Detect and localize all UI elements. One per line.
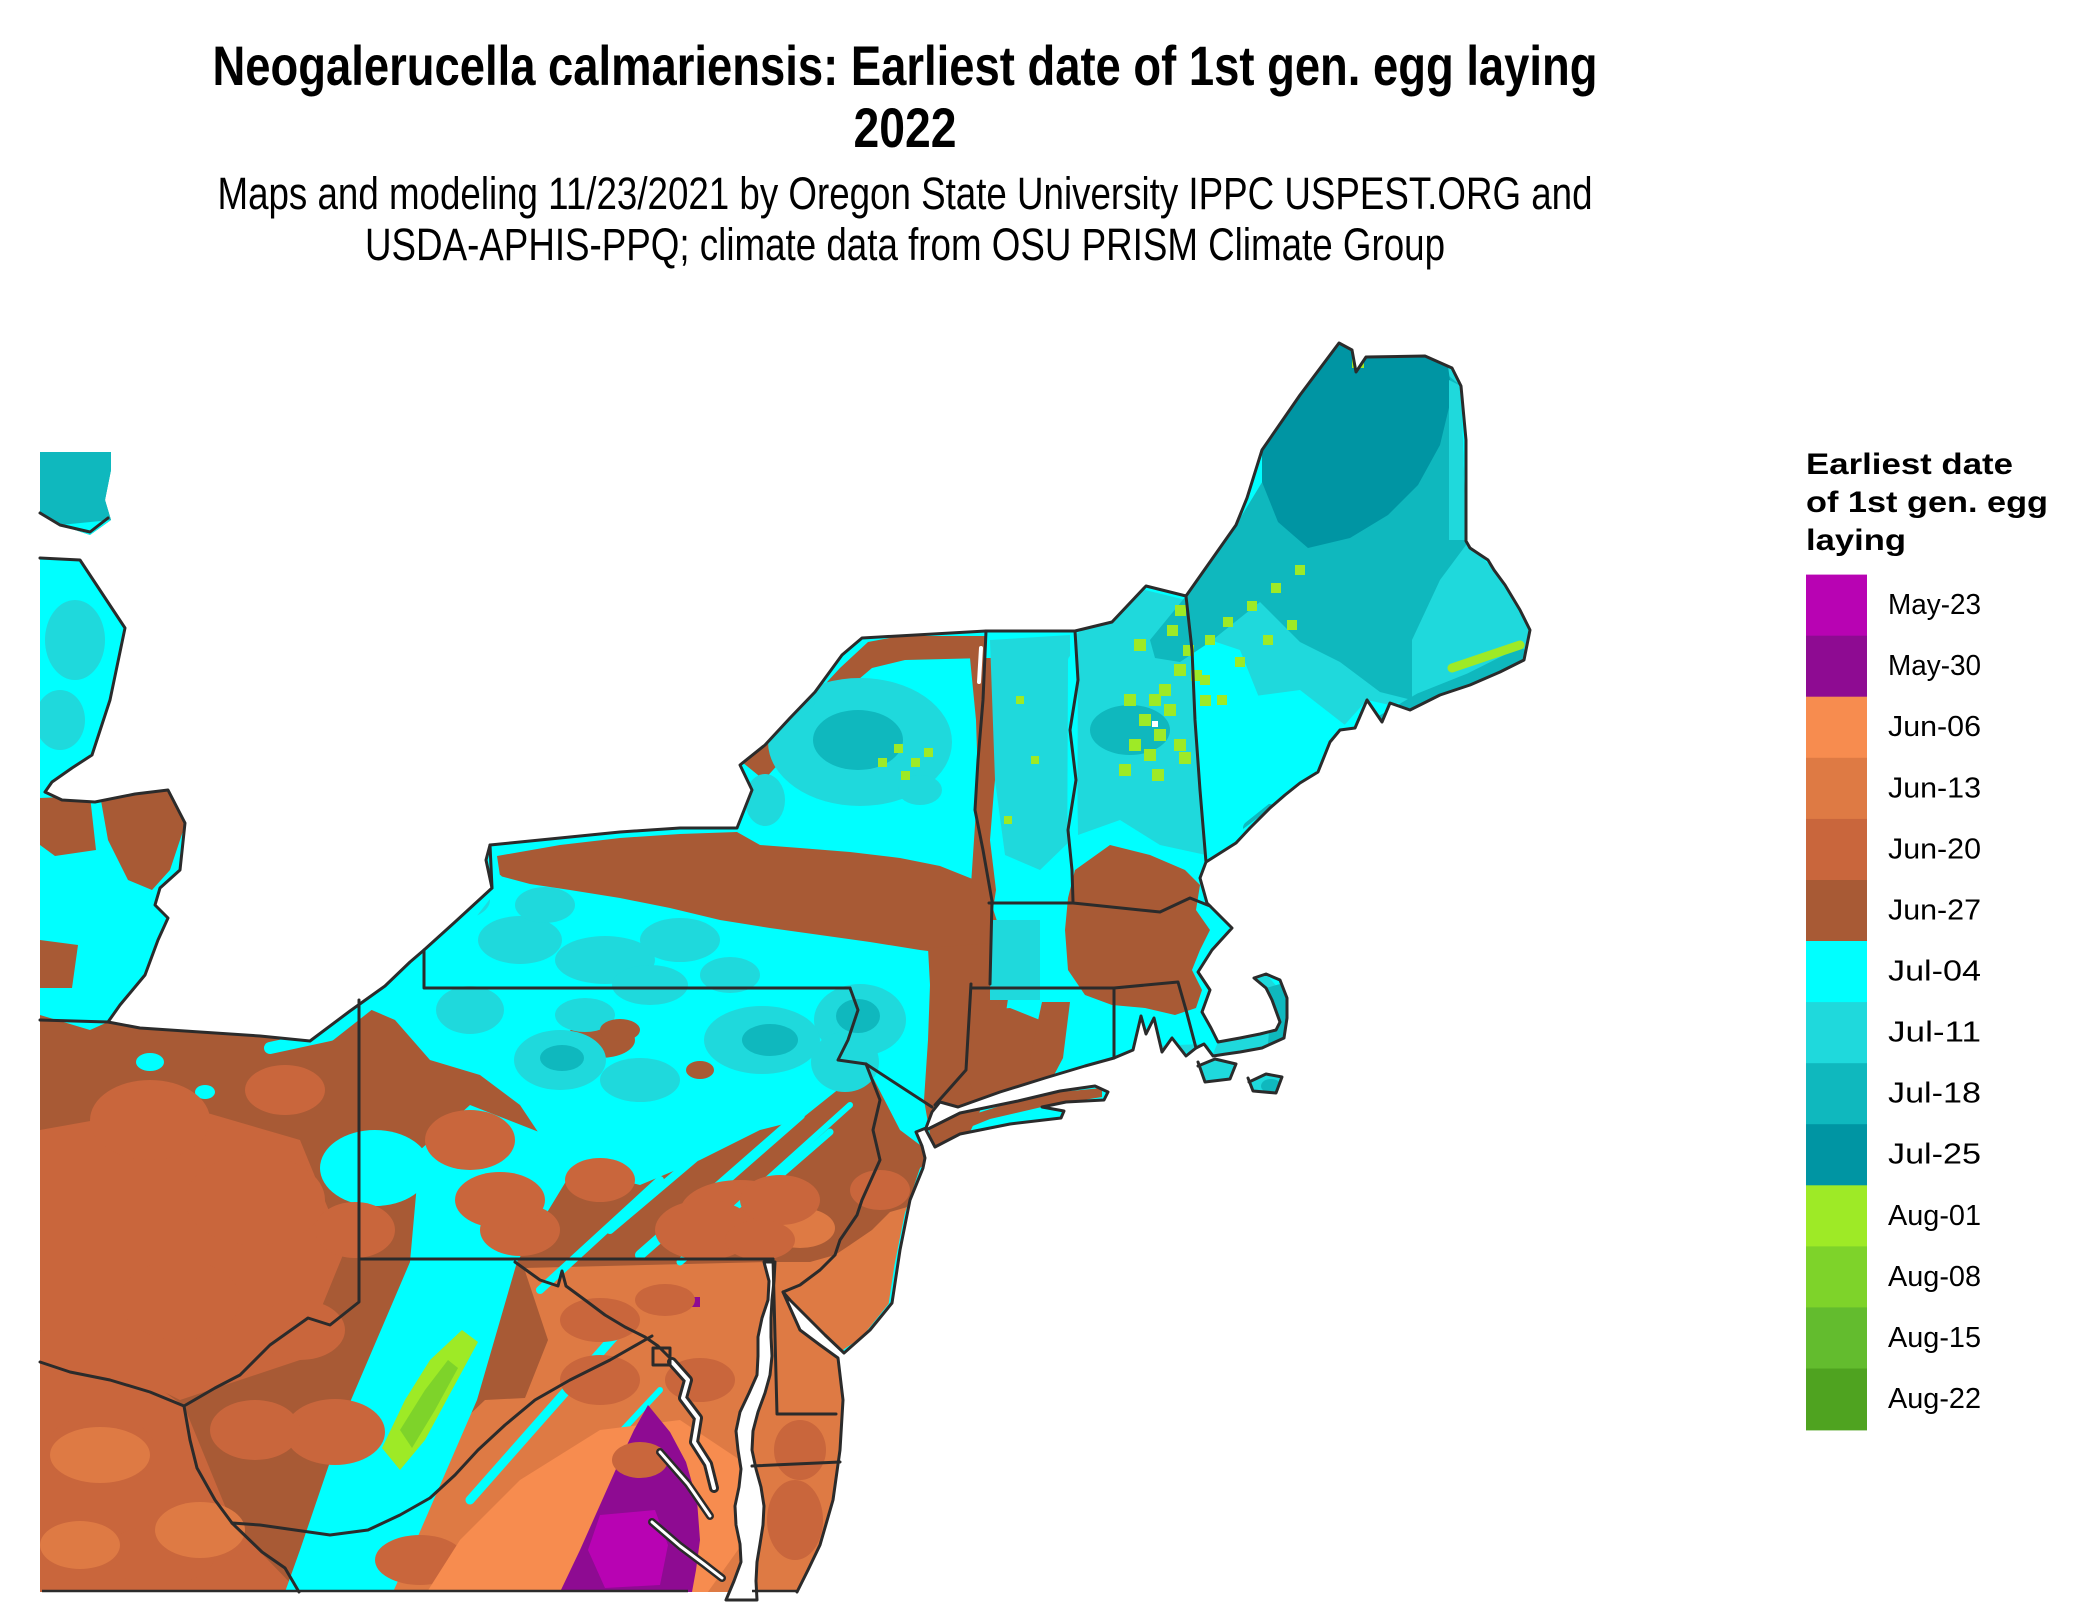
svg-text:May-23: May-23	[1888, 589, 1981, 621]
svg-text:May-30: May-30	[1888, 650, 1981, 682]
svg-text:Aug-22: Aug-22	[1888, 1383, 1981, 1415]
svg-text:Earliest date: Earliest date	[1806, 448, 2013, 481]
svg-text:Jun-06: Jun-06	[1888, 711, 1981, 743]
svg-text:Jun-27: Jun-27	[1888, 894, 1981, 926]
svg-text:2022: 2022	[854, 96, 957, 159]
svg-text:Jun-20: Jun-20	[1888, 833, 1981, 865]
svg-text:Jul-18: Jul-18	[1888, 1078, 1981, 1110]
svg-text:Jul-04: Jul-04	[1888, 956, 1981, 988]
svg-text:Aug-08: Aug-08	[1888, 1261, 1981, 1293]
svg-text:of 1st gen. egg: of 1st gen. egg	[1806, 486, 2048, 519]
svg-text:USDA-APHIS-PPQ; climate data f: USDA-APHIS-PPQ; climate data from OSU PR…	[365, 219, 1445, 270]
svg-text:Neogalerucella calmariensis: E: Neogalerucella calmariensis: Earliest da…	[213, 34, 1598, 97]
svg-text:Aug-15: Aug-15	[1888, 1322, 1981, 1354]
svg-text:Jun-13: Jun-13	[1888, 772, 1981, 804]
svg-text:Aug-01: Aug-01	[1888, 1200, 1981, 1232]
svg-text:Maps and modeling 11/23/2021 b: Maps and modeling 11/23/2021 by Oregon S…	[218, 168, 1593, 219]
svg-text:Jul-11: Jul-11	[1888, 1017, 1981, 1049]
svg-text:laying: laying	[1806, 524, 1906, 557]
svg-text:Jul-25: Jul-25	[1888, 1139, 1981, 1171]
